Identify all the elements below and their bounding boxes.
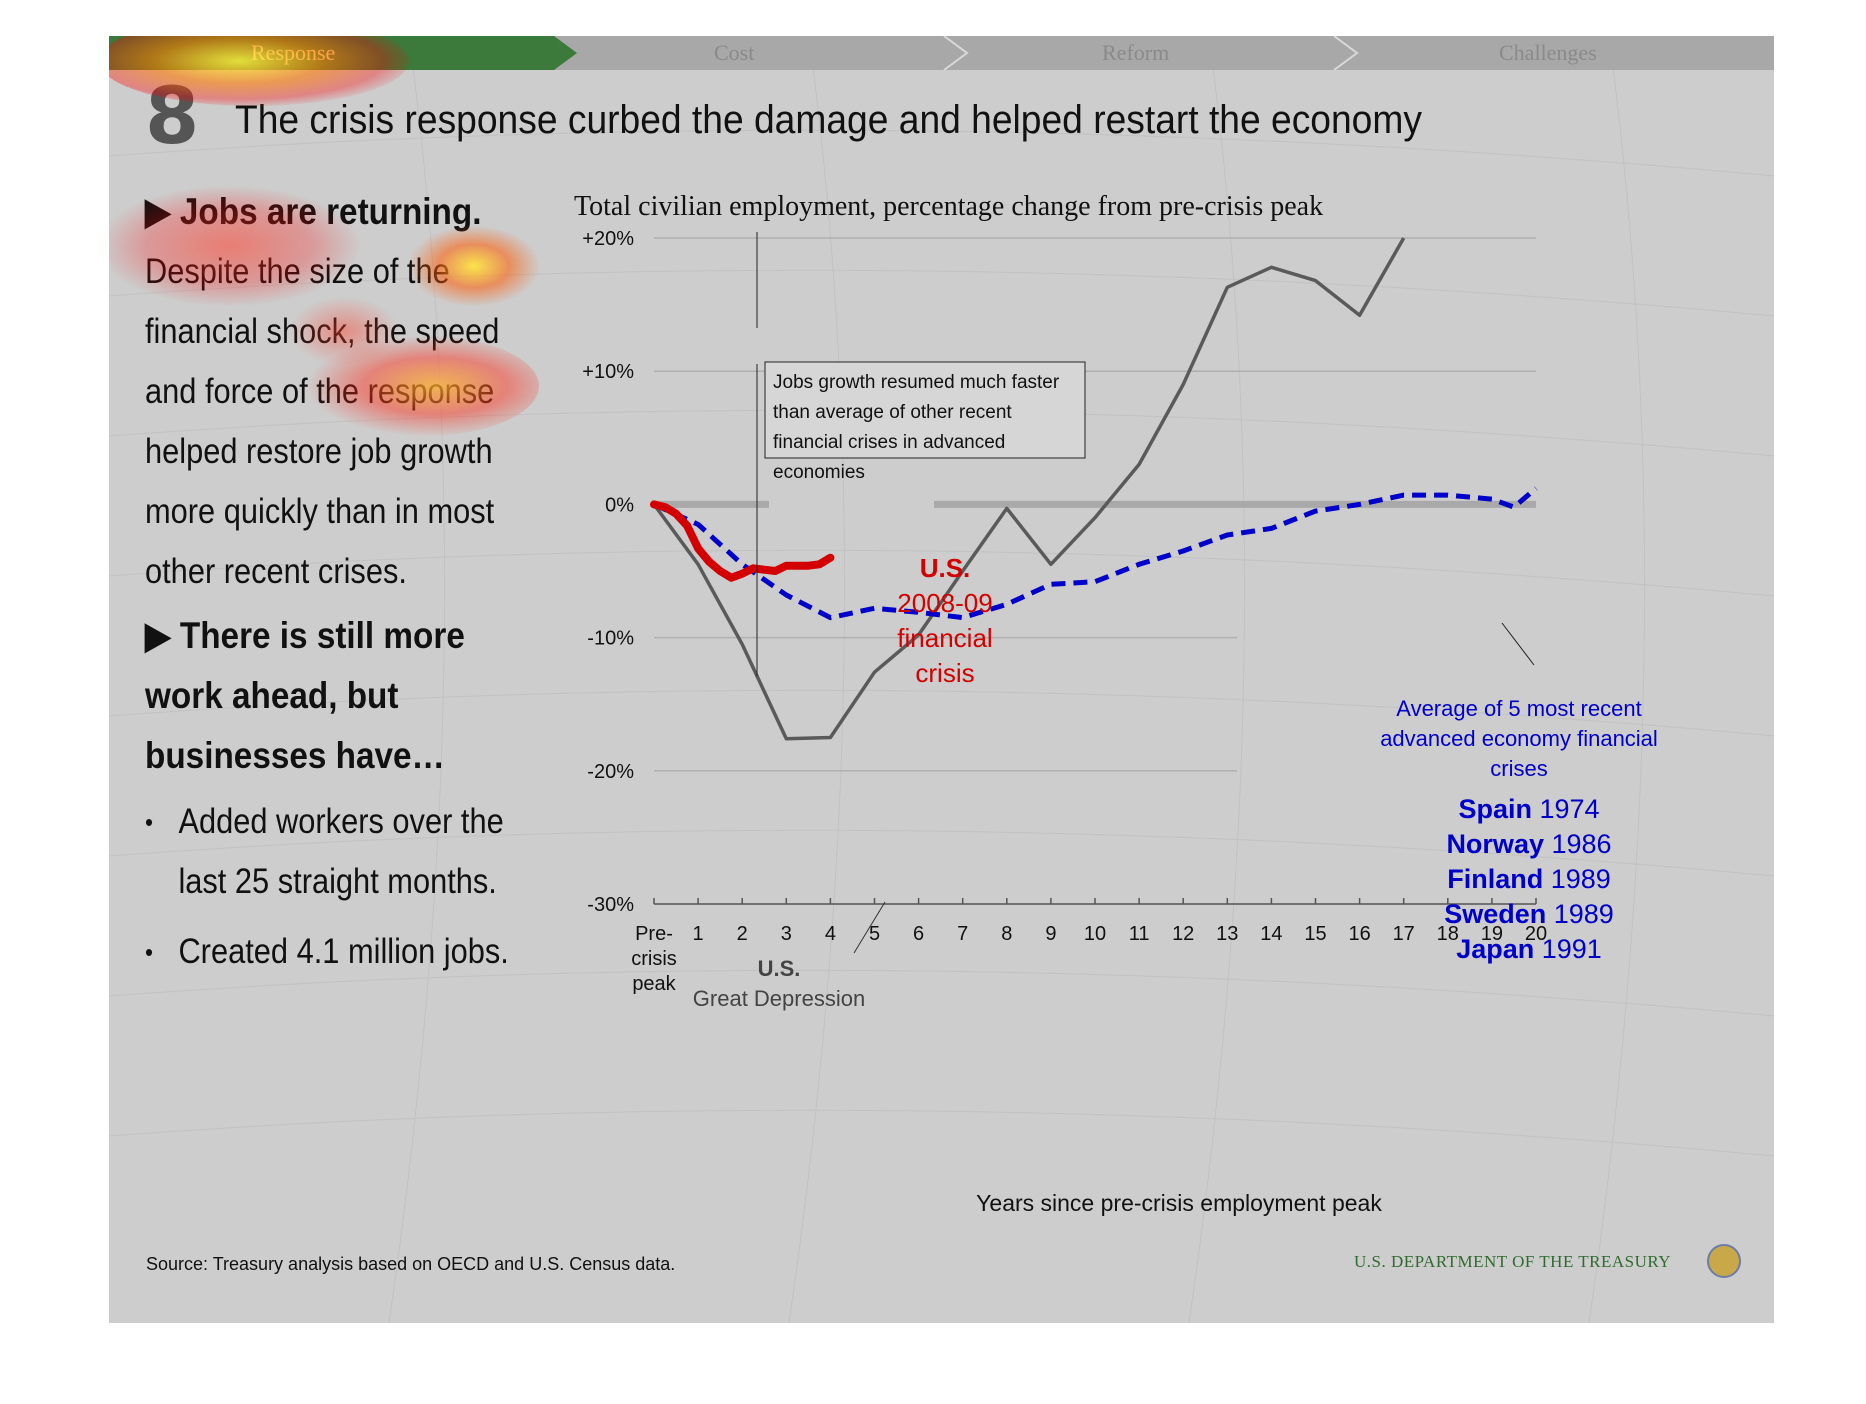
avg-crises-label: Average of 5 most recent advanced econom… xyxy=(1380,696,1658,781)
gd-leader-line xyxy=(853,901,886,954)
x-tick-label: 2 xyxy=(737,923,748,945)
country-year: 1986 xyxy=(1543,829,1612,859)
treasury-wordmark: U.S. DEPARTMENT OF THE TREASURY xyxy=(1354,1252,1672,1271)
x-tick-label: 14 xyxy=(1260,923,1282,945)
x-tick-label: 15 xyxy=(1304,923,1326,945)
tab-challenges[interactable]: Challenges xyxy=(1499,40,1597,65)
x-tick-label: 4 xyxy=(825,923,836,945)
x-tick-label: 3 xyxy=(781,923,792,945)
slide-title: The crisis response curbed the damage an… xyxy=(235,98,1422,142)
x-axis-label: Years since pre-crisis employment peak xyxy=(976,1190,1382,1216)
x-tick-label: 1 xyxy=(693,923,704,945)
grid-layer xyxy=(654,237,1536,905)
x-tick-label: 19 xyxy=(1481,923,1503,945)
x-tick-label: 13 xyxy=(1216,923,1238,945)
source-note: Source: Treasury analysis based on OECD … xyxy=(146,1254,676,1274)
x-tick-label: 11 xyxy=(1129,923,1150,945)
x-tick-label: peak xyxy=(632,973,676,995)
annotation-layer xyxy=(756,232,1535,954)
gd-label-bold: U.S. xyxy=(757,956,801,981)
x-tick-label: 20 xyxy=(1525,923,1547,945)
country-year: 1989 xyxy=(1543,864,1611,894)
country-year: 1974 xyxy=(1531,794,1600,824)
gd-label: U.S. Great Depression xyxy=(679,954,879,1014)
country-name: Japan xyxy=(1456,934,1535,964)
x-tick-label: 10 xyxy=(1084,923,1106,945)
x-tick-label: 17 xyxy=(1393,923,1415,945)
chart-title: Total civilian employment, percentage ch… xyxy=(574,191,1324,222)
gd-label-text: Great Depression xyxy=(692,986,866,1011)
y-tick-label: -10% xyxy=(587,628,634,650)
country-name: Norway xyxy=(1446,829,1544,859)
country-name: Sweden xyxy=(1444,899,1547,929)
country-name: Finland xyxy=(1447,864,1544,894)
series-line-us-2008 xyxy=(650,500,835,582)
y-tick-label: 0% xyxy=(605,494,634,516)
series-line-avg-crises xyxy=(652,486,1538,621)
bullet-item: • Added workers over the last 25 straigh… xyxy=(145,792,548,912)
y-tick-label: -30% xyxy=(587,894,634,916)
x-tick-label: 7 xyxy=(957,923,968,945)
country-year: 1989 xyxy=(1546,899,1614,929)
series-line-great-depression xyxy=(652,237,1406,741)
y-tick-label: +10% xyxy=(582,361,634,383)
x-tick-label: Pre- xyxy=(635,923,673,945)
bullet-item: • Created 4.1 million jobs. xyxy=(145,922,548,982)
callout-text: Jobs growth resumed much faster than ave… xyxy=(773,372,1060,483)
slide: Response Cost Reform Challenges 8 The cr… xyxy=(109,36,1774,1323)
tab-reform[interactable]: Reform xyxy=(1102,40,1170,65)
x-tick-label: 6 xyxy=(913,923,924,945)
country-year: 1991 xyxy=(1534,934,1602,964)
country-row: Finland 1989 xyxy=(1409,862,1649,897)
country-row: Spain 1974 xyxy=(1409,792,1649,827)
series-layer xyxy=(650,237,1538,741)
country-row: Norway 1986 xyxy=(1409,827,1649,862)
x-tick-label: 16 xyxy=(1348,923,1370,945)
x-tick-label: 5 xyxy=(869,923,880,945)
x-tick-label: crisis xyxy=(631,948,677,970)
bullet-text: Created 4.1 million jobs. xyxy=(178,932,509,971)
us-2008-label: U.S. 2008-09 financial crisis xyxy=(795,551,1095,691)
y-tick-label: +20% xyxy=(582,228,634,250)
x-tick-label: 8 xyxy=(1001,923,1012,945)
bullet-dot: • xyxy=(145,807,154,837)
country-row: Japan 1991 xyxy=(1409,932,1649,967)
us-2008-label-bold: U.S. xyxy=(919,553,971,583)
us-2008-label-text: 2008-09 financial crisis xyxy=(897,588,993,688)
tab-cost[interactable]: Cost xyxy=(714,40,755,65)
x-tick-label: 9 xyxy=(1045,923,1056,945)
bullet-text: Added workers over the last 25 straight … xyxy=(178,802,504,901)
y-tick-label: -20% xyxy=(587,761,634,783)
bullet-dot: • xyxy=(145,937,154,967)
avg-leader-line xyxy=(1501,622,1535,666)
x-tick-label: 18 xyxy=(1437,923,1459,945)
treasury-seal-icon xyxy=(1707,1244,1741,1278)
country-row: Sweden 1989 xyxy=(1409,897,1649,932)
country-list: Spain 1974 Norway 1986 Finland 1989 Sweden … xyxy=(1409,792,1649,967)
heading-more-work: ▶ There is still more work ahead, but bu… xyxy=(145,615,465,776)
callout-box xyxy=(764,361,1086,459)
x-tick-label: 12 xyxy=(1172,923,1194,945)
country-name: Spain xyxy=(1458,794,1532,824)
